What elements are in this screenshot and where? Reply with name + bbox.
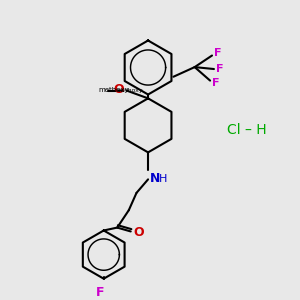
Text: H: H: [159, 174, 167, 184]
Text: F: F: [216, 64, 224, 74]
Text: F: F: [214, 48, 221, 58]
Text: O: O: [113, 83, 124, 96]
Text: methoxy: methoxy: [115, 88, 143, 93]
Text: methoxy: methoxy: [98, 87, 129, 93]
Text: F: F: [212, 79, 220, 88]
Text: O: O: [134, 226, 144, 239]
Text: F: F: [96, 286, 104, 299]
Text: Cl – H: Cl – H: [227, 123, 267, 137]
Text: N: N: [150, 172, 160, 185]
